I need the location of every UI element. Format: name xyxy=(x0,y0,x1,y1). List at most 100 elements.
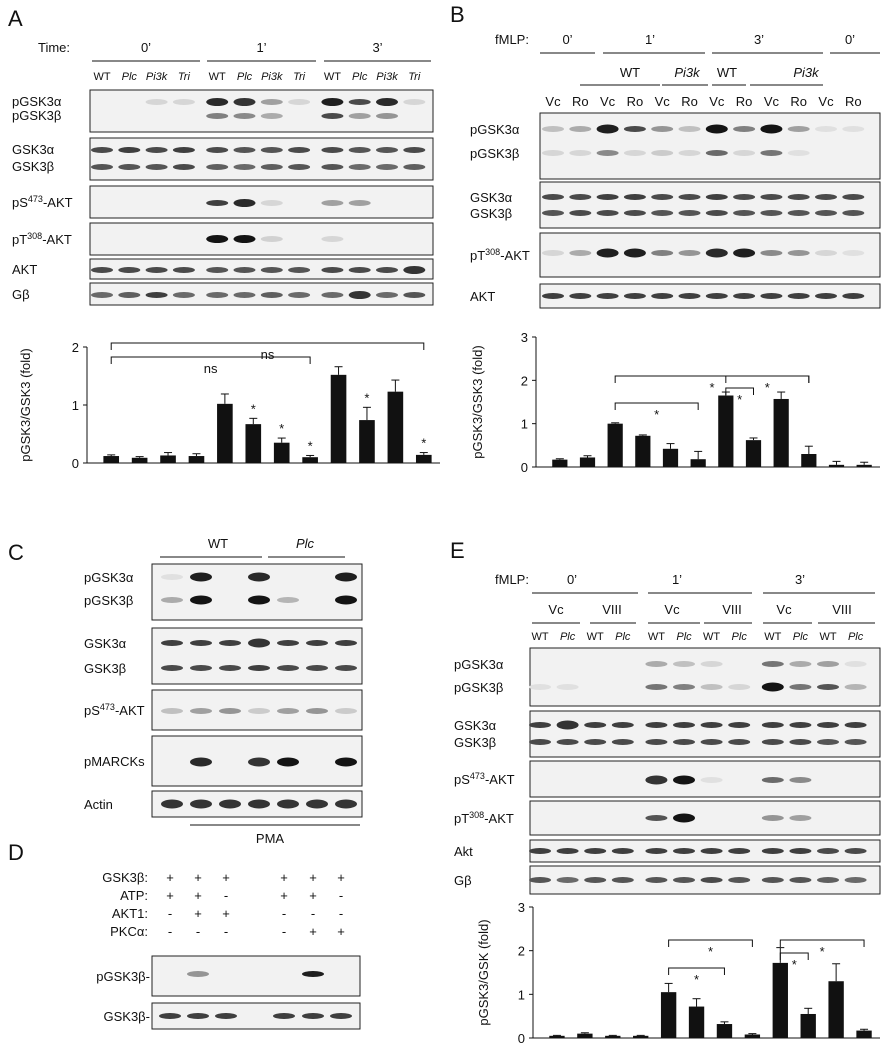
blot-band xyxy=(321,267,344,273)
blot-band xyxy=(145,267,168,273)
bar xyxy=(633,1035,649,1038)
blot-band xyxy=(673,722,695,728)
blot-band xyxy=(623,150,646,156)
blot-frame xyxy=(529,647,881,707)
blot-band xyxy=(844,722,867,728)
blot-band xyxy=(348,99,371,105)
blot-band xyxy=(787,150,810,156)
blot-band xyxy=(219,708,241,714)
condition-value: + xyxy=(166,870,174,885)
blot-band xyxy=(761,848,784,854)
blot-band xyxy=(348,113,371,119)
blot-band xyxy=(233,98,256,106)
significance-star: * xyxy=(421,436,426,451)
blot-band xyxy=(673,813,695,823)
blot-label: GSK3β xyxy=(454,735,496,750)
blot-band xyxy=(321,113,344,119)
blot-band xyxy=(348,267,371,273)
timepoint-label: 1’ xyxy=(672,572,682,587)
blot-band xyxy=(529,722,551,728)
blot-band xyxy=(728,848,751,854)
blot-band xyxy=(700,661,723,667)
panel-label-c: C xyxy=(8,540,24,565)
blot-band xyxy=(789,815,812,821)
significance-label: * xyxy=(709,380,714,395)
blot-band xyxy=(556,877,579,883)
treatment-label: PMA xyxy=(256,831,285,846)
blot-band xyxy=(817,722,839,728)
blot-band xyxy=(596,210,619,216)
blot-label: GSK3β xyxy=(12,159,54,174)
condition-value: + xyxy=(194,870,202,885)
blot-band xyxy=(678,126,701,132)
lane-label: WT xyxy=(209,71,226,83)
bar-chart-b: 0 1 2 3 pGSK3/GSK3 (fold) * * * * xyxy=(470,330,880,475)
blot-band xyxy=(842,194,865,200)
blot-band xyxy=(321,236,344,242)
blot-label: Akt xyxy=(454,844,473,859)
bar xyxy=(415,454,432,463)
blot-band xyxy=(248,665,270,671)
blot-band xyxy=(844,739,867,745)
blot-band xyxy=(190,757,212,767)
bar xyxy=(387,391,404,463)
blot-band xyxy=(611,739,634,745)
blot-band xyxy=(733,126,756,132)
blot-band xyxy=(760,210,783,216)
blot-band xyxy=(260,267,283,273)
condition-value: - xyxy=(282,906,286,921)
blot-band xyxy=(817,661,839,667)
blot-band xyxy=(206,98,229,106)
lane-label: WT xyxy=(93,71,110,83)
bar xyxy=(359,420,375,463)
bar xyxy=(660,992,677,1038)
blot-band xyxy=(673,775,695,785)
blot-band xyxy=(817,684,839,690)
blot-band xyxy=(817,739,839,745)
bar xyxy=(828,981,844,1038)
lane-label: WT xyxy=(531,631,548,643)
blot-band xyxy=(335,708,357,714)
significance-bracket xyxy=(110,342,425,350)
blot-band xyxy=(787,293,810,299)
blot-label: pS473-AKT xyxy=(12,194,73,210)
blot-band xyxy=(161,665,183,671)
blot-c-4 xyxy=(151,790,363,818)
lane-label: Vc xyxy=(655,94,671,109)
blot-band xyxy=(760,194,783,200)
timepoint-label: 0’ xyxy=(845,32,855,47)
blot-band xyxy=(248,572,270,582)
blot-band xyxy=(529,739,551,745)
blot-band xyxy=(376,98,398,106)
y-tick-label: 0 xyxy=(521,460,528,475)
blot-band xyxy=(118,164,141,170)
blot-band xyxy=(248,595,270,605)
blot-band xyxy=(760,150,783,156)
significance-star: * xyxy=(251,401,256,416)
blot-band xyxy=(733,248,756,258)
blot-band xyxy=(321,98,344,106)
blot-band xyxy=(761,815,784,821)
significance-bracket xyxy=(725,375,810,383)
blot-band xyxy=(172,267,195,273)
blot-band xyxy=(206,235,229,243)
blot-b-0 xyxy=(539,112,881,180)
blot-band xyxy=(556,848,579,854)
bar xyxy=(772,962,788,1038)
blot-band xyxy=(844,661,867,667)
bar xyxy=(103,456,120,463)
panel-label-d: D xyxy=(8,840,24,865)
blot-label: pGSK3β xyxy=(84,593,133,608)
blot-band xyxy=(376,164,398,170)
blot-band xyxy=(206,113,229,119)
blot-band xyxy=(348,164,371,170)
lane-label: Pi3k xyxy=(146,71,168,83)
blot-label: pT308-AKT xyxy=(12,231,72,247)
panel-c: WTPlcVcVcRoLYVcRoLYpGSK3αpGSK3βGSK3αGSK3… xyxy=(84,536,363,846)
y-tick-label: 2 xyxy=(72,340,79,355)
blot-band xyxy=(733,293,756,299)
blot-band xyxy=(728,739,751,745)
blot-band xyxy=(556,720,579,730)
lane-label: Plc xyxy=(848,631,864,643)
blot-band xyxy=(700,739,723,745)
